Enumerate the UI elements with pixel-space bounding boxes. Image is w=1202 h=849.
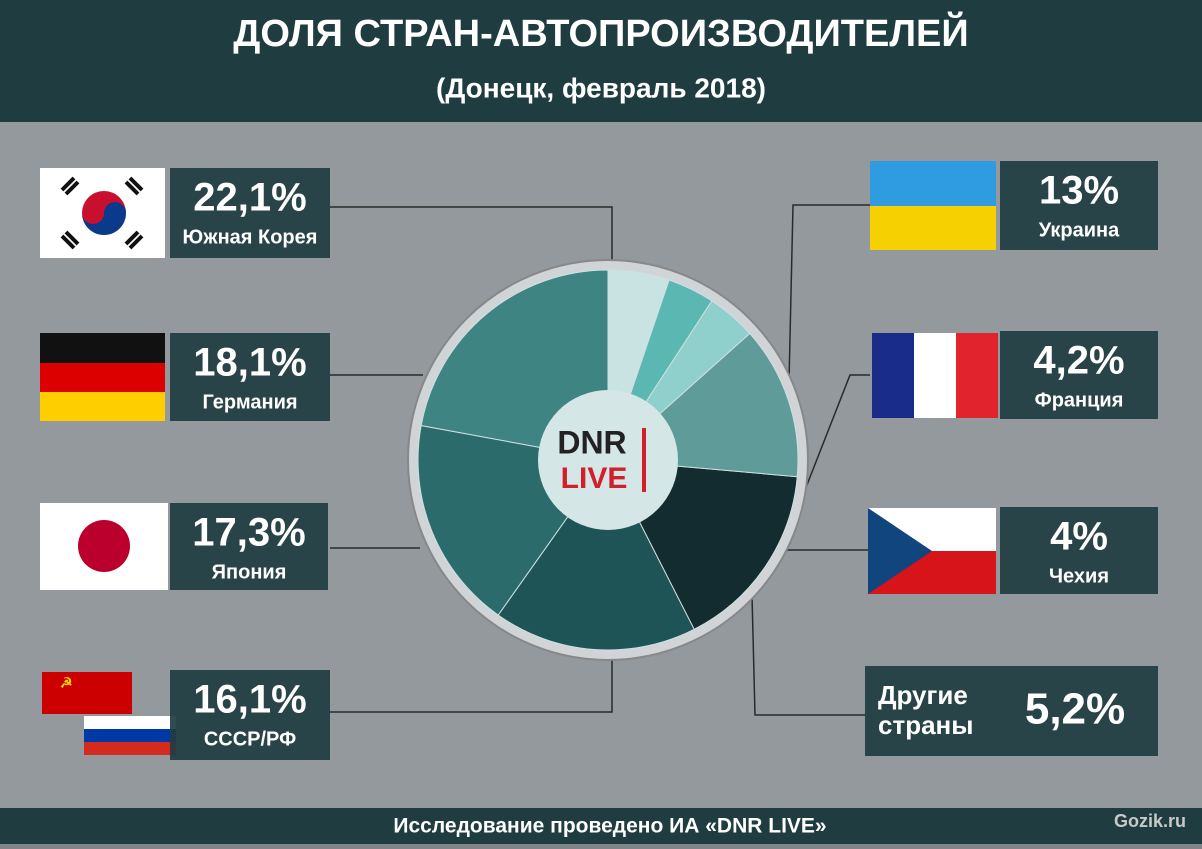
category-label-wrap: Другие страны (878, 680, 974, 740)
category-label: Чехия (1049, 565, 1109, 587)
flag-ussr-russia: ☭ (42, 672, 176, 755)
category-label: Япония (212, 561, 287, 583)
flag-czech (868, 508, 996, 594)
label-box (170, 503, 328, 590)
watermark: Gozik.ru (1114, 811, 1186, 831)
pie-center (538, 390, 678, 530)
footer: Исследование проведено ИА «DNR LIVE» (393, 815, 826, 838)
pie-slice (497, 459, 695, 651)
value-label: 22,1% (193, 176, 306, 220)
label-box (865, 666, 1158, 756)
value-label: 16,1% (193, 678, 306, 722)
value-label: 4% (1050, 515, 1108, 559)
connectors (330, 204, 870, 716)
category-label: Другие страны (878, 680, 974, 740)
connector (751, 594, 865, 716)
label-box (170, 670, 330, 760)
connector (788, 204, 870, 383)
label-box (170, 333, 330, 421)
flag-germany (40, 333, 165, 421)
category-label: Украина (1039, 219, 1120, 241)
flag-korea (40, 168, 165, 258)
category-label: Южная Корея (183, 226, 318, 248)
header-band (0, 0, 1202, 122)
flag-ukraine (870, 161, 996, 250)
value-label: 4,2% (1033, 339, 1124, 383)
category-label: СССР/РФ (204, 728, 296, 750)
logo-top: DNR (557, 424, 626, 460)
svg-text:☭: ☭ (60, 675, 73, 691)
category-label: Германия (202, 391, 297, 413)
value-label: 18,1% (193, 341, 306, 385)
value-label: 17,3% (192, 511, 305, 555)
category-label: Франция (1035, 389, 1124, 411)
flag-japan (40, 503, 168, 590)
label-box (170, 168, 330, 258)
logo-bottom: LIVE (561, 462, 628, 495)
value-label: 5,2% (1025, 685, 1125, 734)
value-label: 13% (1039, 169, 1119, 213)
title: ДОЛЯ СТРАН-АВТОПРОИЗВОДИТЕЛЕЙ (233, 10, 968, 55)
flag-france (872, 333, 998, 418)
connector (802, 374, 870, 496)
subtitle: (Донецк, февраль 2018) (436, 72, 766, 103)
footer-band (0, 808, 1202, 844)
label-box (1000, 161, 1158, 250)
label-box (1000, 507, 1158, 594)
logo-bar (642, 428, 646, 492)
connector (330, 206, 613, 262)
label-box (1000, 331, 1158, 419)
connector (330, 658, 613, 713)
